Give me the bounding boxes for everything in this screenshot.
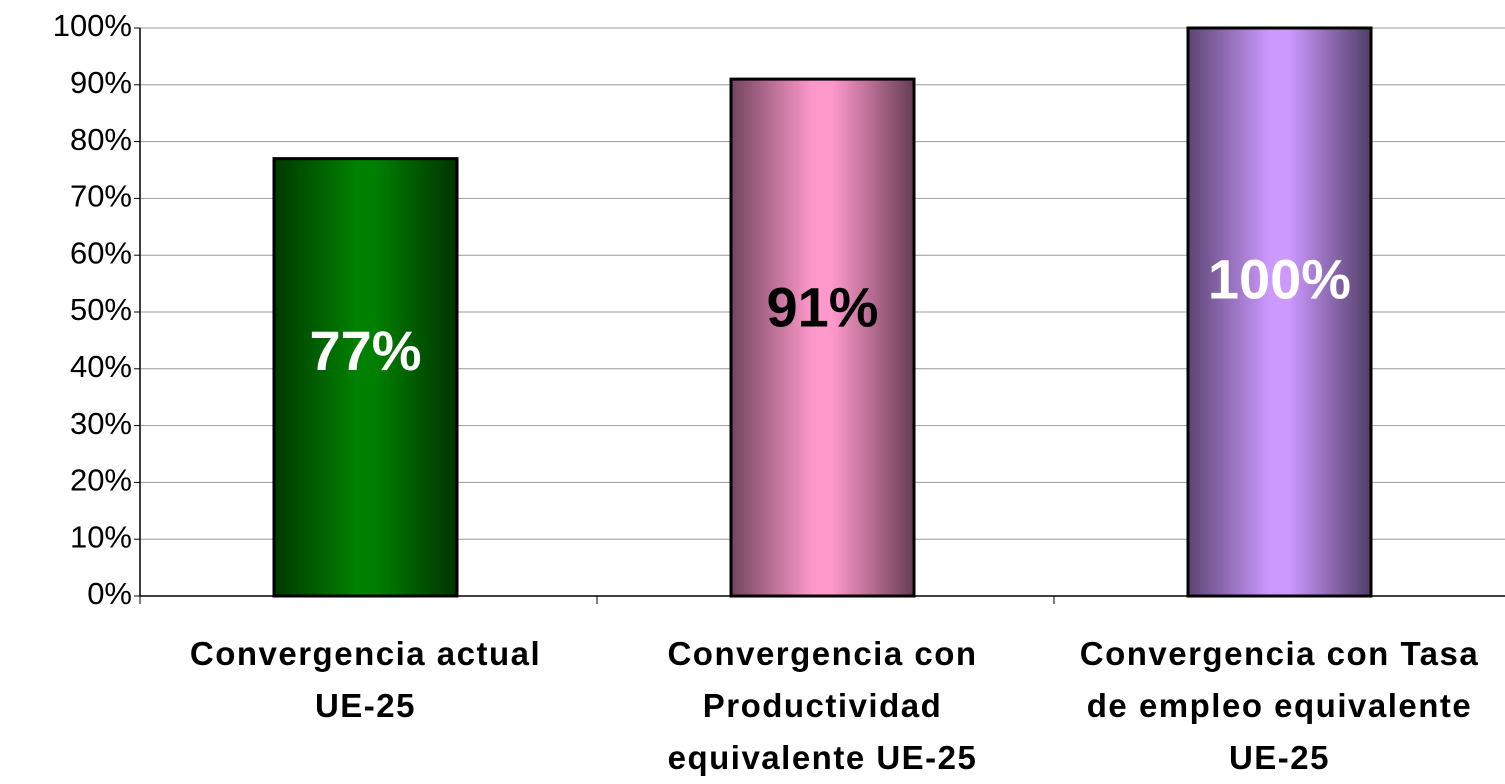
value-label: 77% bbox=[309, 319, 421, 382]
y-tick-label: 40% bbox=[70, 349, 132, 384]
y-tick-label: 80% bbox=[70, 122, 132, 157]
y-tick-label: 70% bbox=[70, 179, 132, 214]
bar-shade bbox=[272, 157, 459, 598]
value-label: 100% bbox=[1208, 247, 1351, 310]
y-tick-label: 100% bbox=[53, 8, 132, 43]
x-tick-label: Convergencia actual UE-25 bbox=[189, 635, 542, 724]
x-tick-label: Convergencia con Productividad equivalen… bbox=[667, 635, 978, 776]
y-tick-label: 50% bbox=[70, 292, 132, 327]
y-tick-label: 0% bbox=[87, 576, 132, 611]
y-tick-label: 30% bbox=[70, 406, 132, 441]
bar-shade bbox=[729, 77, 916, 598]
y-tick-label: 10% bbox=[70, 519, 132, 554]
y-tick-label: 90% bbox=[70, 65, 132, 100]
value-label: 91% bbox=[766, 276, 878, 339]
bar-shade bbox=[1186, 26, 1373, 598]
y-tick-label: 20% bbox=[70, 463, 132, 498]
y-tick-label: 60% bbox=[70, 235, 132, 270]
x-tick-label: Convergencia con Tasa de empleo equivale… bbox=[1079, 635, 1480, 776]
